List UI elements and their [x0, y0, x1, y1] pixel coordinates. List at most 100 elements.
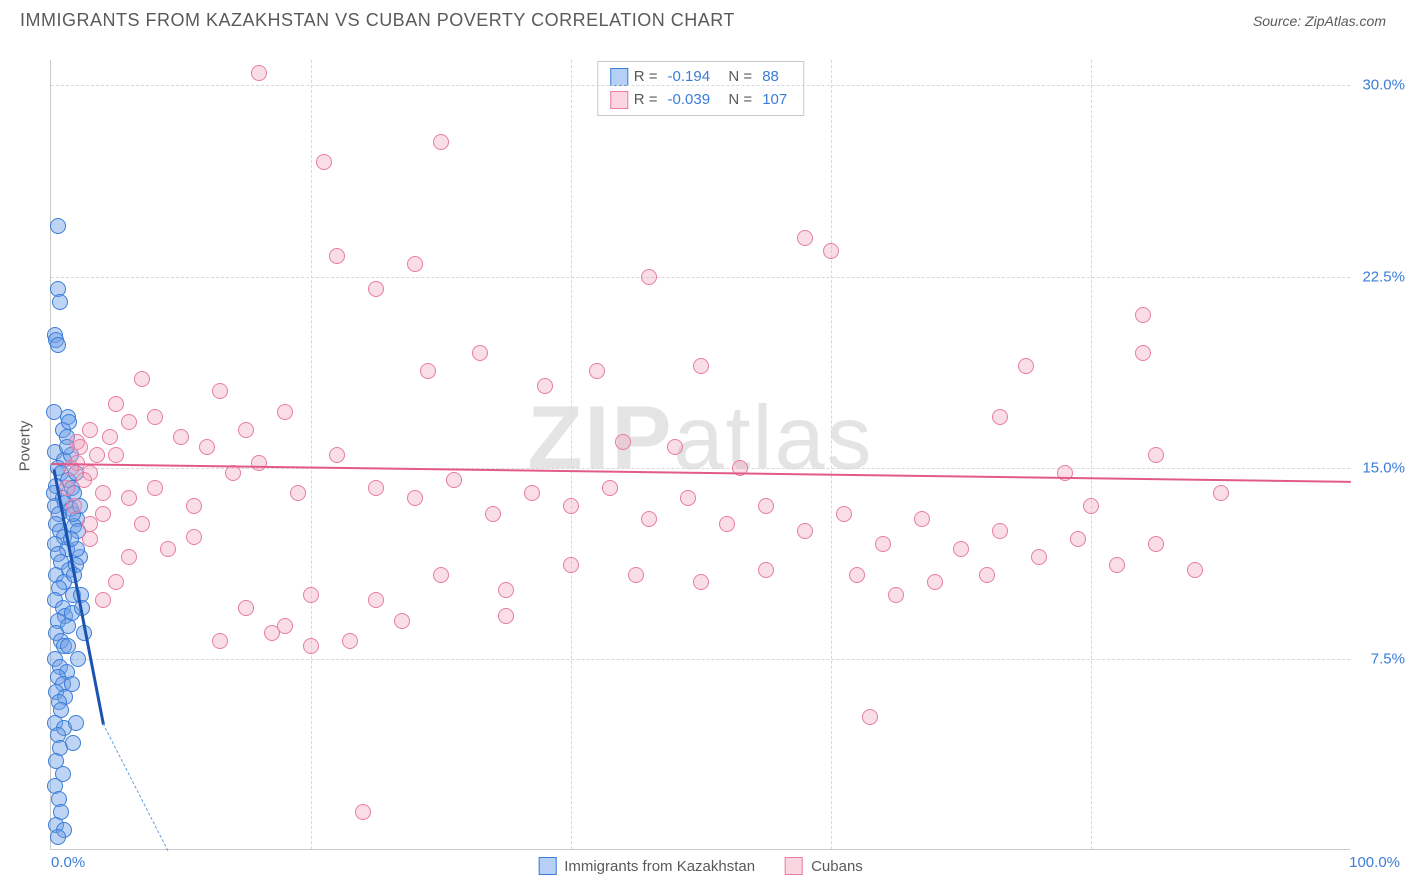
scatter-point — [59, 480, 75, 496]
scatter-point — [1148, 536, 1164, 552]
x-tick-min: 0.0% — [51, 854, 85, 871]
scatter-point — [95, 485, 111, 501]
scatter-point — [446, 472, 462, 488]
legend-item-kazakhstan: Immigrants from Kazakhstan — [538, 857, 755, 875]
scatter-point — [433, 134, 449, 150]
scatter-point — [70, 651, 86, 667]
scatter-point — [992, 523, 1008, 539]
y-tick-label: 15.0% — [1355, 459, 1405, 476]
scatter-point — [758, 498, 774, 514]
scatter-point — [102, 429, 118, 445]
scatter-point — [121, 549, 137, 565]
scatter-point — [72, 439, 88, 455]
scatter-point — [147, 480, 163, 496]
scatter-point — [368, 281, 384, 297]
scatter-point — [108, 574, 124, 590]
scatter-point — [89, 447, 105, 463]
scatter-point — [407, 256, 423, 272]
r-label: R = — [634, 89, 658, 112]
scatter-point — [66, 498, 82, 514]
scatter-point — [95, 592, 111, 608]
scatter-point — [862, 709, 878, 725]
scatter-point — [849, 567, 865, 583]
gridline-v — [311, 60, 312, 849]
scatter-point — [368, 592, 384, 608]
gridline-h — [51, 659, 1350, 660]
scatter-point — [82, 422, 98, 438]
scatter-point — [212, 383, 228, 399]
scatter-point — [524, 485, 540, 501]
scatter-point — [680, 490, 696, 506]
scatter-point — [797, 523, 813, 539]
scatter-point — [199, 439, 215, 455]
scatter-point — [1213, 485, 1229, 501]
gridline-h — [51, 468, 1350, 469]
gridline-v — [571, 60, 572, 849]
scatter-point — [797, 230, 813, 246]
y-tick-label: 22.5% — [1355, 268, 1405, 285]
scatter-point — [147, 409, 163, 425]
scatter-point — [433, 567, 449, 583]
scatter-point — [563, 498, 579, 514]
scatter-point — [68, 715, 84, 731]
scatter-point — [485, 506, 501, 522]
chart-plot-area: ZIPatlas R = -0.194 N = 88 R = -0.039 N … — [50, 60, 1350, 850]
legend-item-cuban: Cubans — [785, 857, 863, 875]
scatter-point — [329, 248, 345, 264]
legend-label: Cubans — [811, 858, 863, 875]
scatter-point — [667, 439, 683, 455]
chart-title: IMMIGRANTS FROM KAZAKHSTAN VS CUBAN POVE… — [20, 10, 735, 31]
scatter-point — [264, 625, 280, 641]
gridline-v — [1091, 60, 1092, 849]
scatter-point — [52, 294, 68, 310]
scatter-point — [407, 490, 423, 506]
scatter-point — [420, 363, 436, 379]
scatter-point — [1135, 345, 1151, 361]
swatch-pink-icon — [785, 857, 803, 875]
gridline-h — [51, 85, 1350, 86]
scatter-point — [95, 506, 111, 522]
trendline-kazakhstan-extrapolated — [103, 723, 169, 851]
scatter-point — [108, 396, 124, 412]
scatter-point — [953, 541, 969, 557]
scatter-point — [836, 506, 852, 522]
scatter-point — [1187, 562, 1203, 578]
scatter-point — [641, 269, 657, 285]
scatter-point — [277, 404, 293, 420]
scatter-point — [50, 337, 66, 353]
scatter-point — [498, 608, 514, 624]
scatter-point — [82, 531, 98, 547]
scatter-point — [303, 638, 319, 654]
scatter-point — [65, 735, 81, 751]
scatter-point — [212, 633, 228, 649]
y-axis-label: Poverty — [17, 421, 34, 472]
scatter-point — [186, 498, 202, 514]
scatter-point — [50, 218, 66, 234]
scatter-point — [342, 633, 358, 649]
scatter-point — [121, 414, 137, 430]
scatter-point — [108, 447, 124, 463]
scatter-point — [927, 574, 943, 590]
r-value-cu: -0.039 — [664, 89, 715, 112]
x-tick-max: 100.0% — [1349, 854, 1400, 871]
scatter-point — [1018, 358, 1034, 374]
scatter-point — [186, 529, 202, 545]
scatter-point — [1148, 447, 1164, 463]
y-tick-label: 7.5% — [1355, 650, 1405, 667]
scatter-point — [76, 472, 92, 488]
scatter-point — [693, 358, 709, 374]
scatter-point — [758, 562, 774, 578]
scatter-point — [64, 676, 80, 692]
source-label: Source: ZipAtlas.com — [1253, 13, 1386, 29]
series-legend: Immigrants from Kazakhstan Cubans — [538, 857, 863, 875]
scatter-point — [992, 409, 1008, 425]
scatter-point — [63, 460, 79, 476]
swatch-blue-icon — [610, 68, 628, 86]
scatter-point — [251, 455, 267, 471]
scatter-point — [693, 574, 709, 590]
scatter-point — [719, 516, 735, 532]
legend-label: Immigrants from Kazakhstan — [564, 858, 755, 875]
scatter-point — [628, 567, 644, 583]
n-label: N = — [720, 89, 752, 112]
legend-row-cuban: R = -0.039 N = 107 — [610, 89, 791, 112]
